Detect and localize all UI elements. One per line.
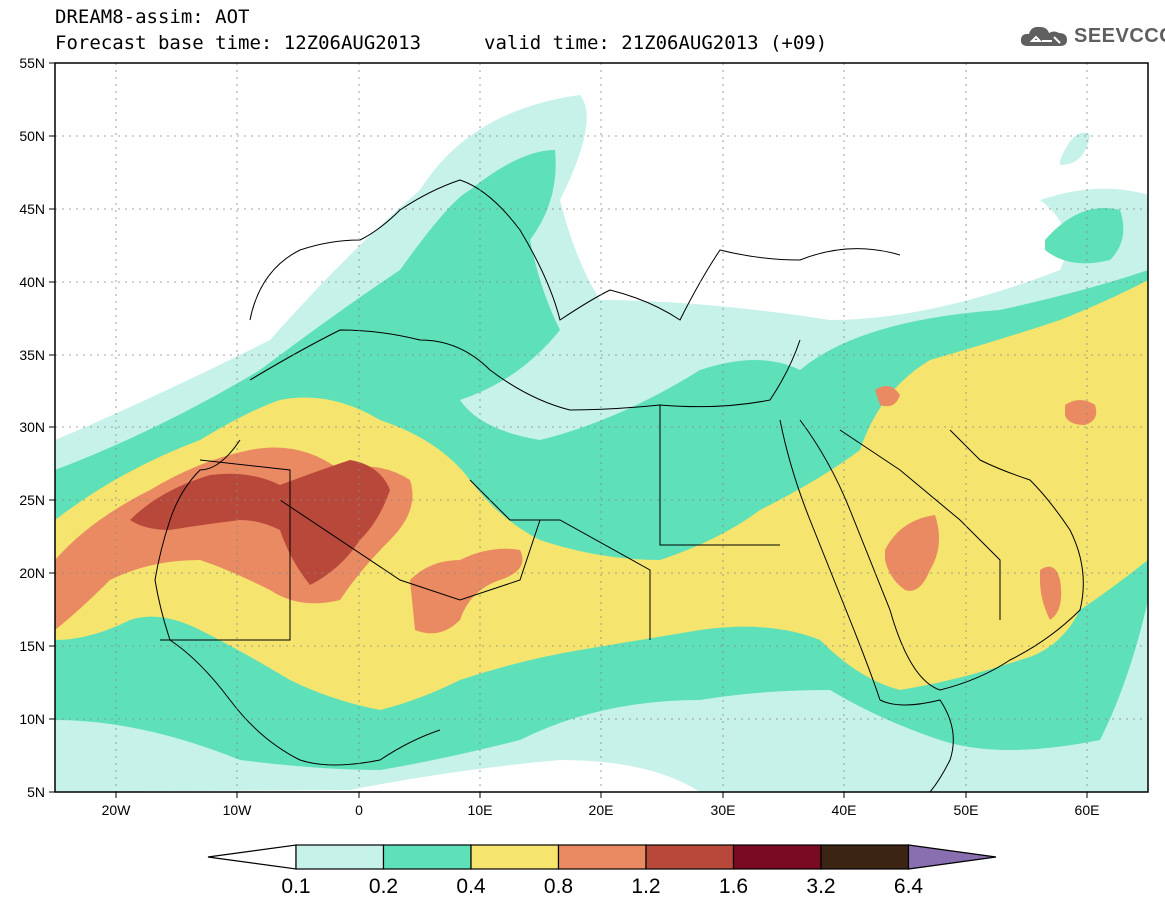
colorbar-segment-4 (557, 844, 647, 870)
colorbar-segment-7 (820, 844, 910, 870)
aot-field (55, 95, 1148, 792)
colorbar-segment-3 (470, 844, 560, 870)
lon-label-0: 0 (355, 802, 363, 818)
colorbar-label-6.4: 6.4 (894, 875, 924, 898)
seevccc-logo: SEEVCCC (1018, 22, 1165, 50)
lon-label-20e: 20E (589, 802, 614, 818)
coastline-red-sea (779, 419, 881, 701)
coastline-mediterranean (249, 329, 801, 411)
colorbar-segment-1 (295, 844, 385, 870)
colorbar-label-0.2: 0.2 (369, 875, 398, 898)
colorbar-segment-5 (645, 844, 735, 870)
graticule (55, 63, 1148, 792)
colorbar-label-1.6: 1.6 (719, 875, 748, 898)
border-saudi (839, 429, 1001, 620)
tick-marks (49, 62, 1088, 798)
lat-label-10n: 10N (19, 711, 45, 727)
border-sahara-1 (160, 459, 291, 641)
colorbar-label-0.8: 0.8 (544, 875, 573, 898)
lat-label-30n: 30N (19, 419, 45, 435)
lat-label-40n: 40N (19, 274, 45, 290)
cloud-icon (1020, 26, 1067, 46)
colorbar-labels: 0.1 0.2 0.4 0.8 1.2 1.6 3.2 6.4 (281, 875, 923, 898)
coastline-arabia (799, 419, 1084, 691)
border-libya (469, 479, 651, 640)
lat-label-35n: 35N (19, 347, 45, 363)
colorbar-segment-2 (382, 844, 472, 870)
lat-labels: 5N 10N 15N 20N 25N 30N 35N 40N 45N 50N 5… (19, 55, 45, 800)
colorbar-over-arrow (907, 844, 997, 870)
aot-patch-caspian (1045, 208, 1124, 264)
aot-patch-iraq (875, 386, 900, 407)
colorbar-segment-6 (732, 844, 822, 870)
colorbar-label-1.2: 1.2 (631, 875, 660, 898)
colorbar-label-0.4: 0.4 (456, 875, 486, 898)
lat-label-50n: 50N (19, 128, 45, 144)
lon-label-20w: 20W (102, 802, 132, 818)
map-title: DREAM8-assim: AOT (55, 6, 250, 28)
coastline-west-africa (154, 439, 441, 766)
lon-label-60e: 60E (1075, 802, 1100, 818)
coastline-east-africa (879, 699, 954, 792)
colorbar (207, 844, 997, 870)
lon-label-50e: 50E (954, 802, 979, 818)
aot-band-1.2 (130, 460, 390, 585)
aot-patch-north (1060, 132, 1090, 165)
lon-labels: 20W 10W 0 10E 20E 30E 40E 50E 60E (102, 802, 1100, 818)
lat-label-25n: 25N (19, 492, 45, 508)
forecast-base-time: Forecast base time: 12Z06AUG2013 (55, 32, 422, 54)
aot-patch-arabia (885, 515, 939, 591)
aot-patch-sahel (410, 548, 523, 634)
lat-label-20n: 20N (19, 565, 45, 581)
colorbar-under-arrow (207, 844, 297, 870)
lat-label-45n: 45N (19, 201, 45, 217)
lat-label-55n: 55N (19, 55, 45, 71)
aot-band-0.4 (55, 280, 1148, 710)
border-egypt (659, 405, 780, 546)
lat-label-5n: 5N (27, 784, 45, 800)
lat-label-15n: 15N (19, 638, 45, 654)
lon-label-40e: 40E (832, 802, 857, 818)
logo-text: SEEVCCC (1074, 24, 1165, 47)
lon-label-10e: 10E (468, 802, 493, 818)
valid-time: valid time: 21Z06AUG2013 (+09) (484, 32, 828, 54)
coastline-europe (249, 179, 901, 321)
lon-label-30e: 30E (711, 802, 736, 818)
colorbar-label-0.1: 0.1 (281, 875, 310, 898)
coastlines (154, 179, 1084, 792)
aot-patch-oman (1040, 566, 1062, 620)
lon-label-10w: 10W (223, 802, 253, 818)
border-sahara-2 (279, 499, 541, 601)
colorbar-label-3.2: 3.2 (806, 875, 835, 898)
aot-patch-iran (1065, 400, 1097, 425)
